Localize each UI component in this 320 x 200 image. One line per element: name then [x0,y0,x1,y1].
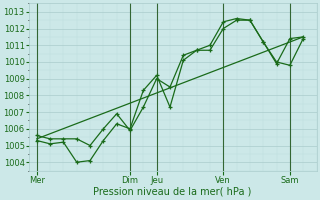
X-axis label: Pression niveau de la mer( hPa ): Pression niveau de la mer( hPa ) [93,187,252,197]
